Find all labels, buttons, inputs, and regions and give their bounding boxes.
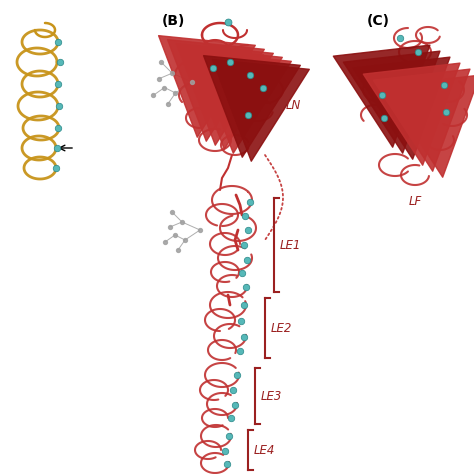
- Point: [259, 84, 267, 92]
- Point: [229, 386, 237, 394]
- Point: [233, 371, 241, 379]
- Point: [54, 80, 62, 88]
- Point: [168, 208, 176, 216]
- Point: [55, 102, 63, 110]
- Point: [178, 218, 186, 226]
- Point: [157, 58, 165, 66]
- Point: [161, 238, 169, 246]
- Point: [56, 58, 64, 66]
- Point: [225, 432, 233, 440]
- Point: [414, 48, 422, 56]
- Point: [378, 91, 386, 99]
- Point: [240, 241, 248, 249]
- Text: LE4: LE4: [254, 444, 275, 456]
- Point: [196, 226, 204, 234]
- Point: [243, 256, 251, 264]
- Text: LE3: LE3: [261, 390, 283, 402]
- Text: LE2: LE2: [271, 321, 292, 335]
- Point: [221, 447, 229, 455]
- Point: [396, 34, 404, 42]
- Text: LE1: LE1: [280, 238, 301, 252]
- Text: (C): (C): [366, 14, 390, 28]
- Point: [52, 164, 60, 172]
- Point: [246, 198, 254, 206]
- Text: LN: LN: [286, 99, 301, 111]
- Point: [166, 223, 174, 231]
- Point: [54, 124, 62, 132]
- Point: [53, 144, 61, 152]
- Point: [227, 414, 235, 422]
- Point: [246, 71, 254, 79]
- Point: [155, 75, 163, 82]
- Point: [244, 111, 252, 119]
- Point: [440, 81, 448, 89]
- Point: [54, 38, 62, 46]
- Point: [171, 231, 179, 239]
- Point: [240, 301, 248, 309]
- Point: [244, 226, 252, 234]
- Point: [238, 269, 246, 277]
- Point: [223, 460, 231, 468]
- Point: [224, 18, 232, 26]
- Point: [209, 64, 217, 72]
- Point: [174, 246, 182, 254]
- Point: [181, 236, 189, 244]
- Point: [242, 283, 250, 291]
- Point: [237, 317, 245, 325]
- Point: [442, 108, 450, 116]
- Point: [226, 58, 234, 66]
- Point: [150, 91, 157, 99]
- Point: [172, 89, 179, 97]
- Point: [236, 347, 244, 355]
- Point: [241, 212, 249, 220]
- Point: [231, 401, 239, 409]
- Text: (B): (B): [161, 14, 185, 28]
- Point: [161, 84, 168, 91]
- Point: [164, 100, 172, 108]
- Point: [240, 333, 248, 341]
- Point: [168, 69, 176, 77]
- Text: LF: LF: [409, 195, 422, 208]
- Point: [380, 114, 388, 122]
- Point: [188, 78, 196, 86]
